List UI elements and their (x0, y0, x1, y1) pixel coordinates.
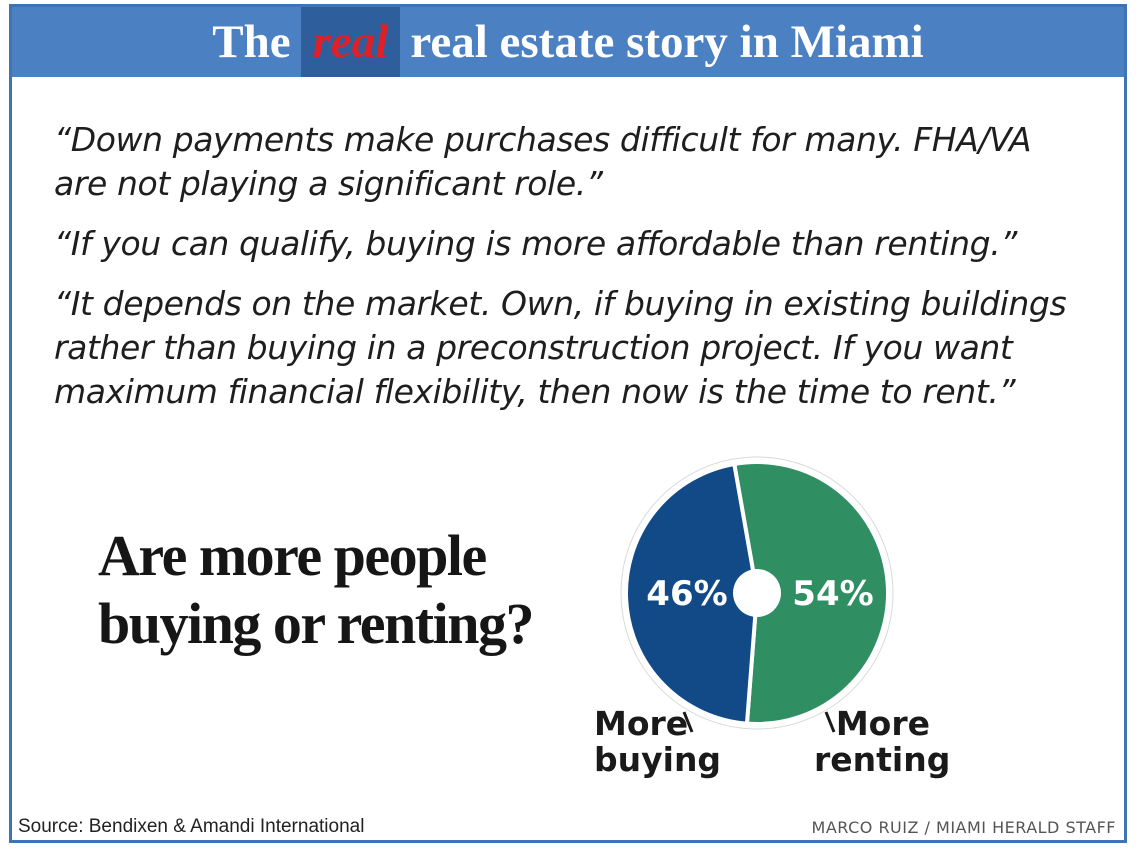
legend-label-renting: More renting (814, 704, 951, 779)
question-line-2: buying or renting? (98, 591, 534, 656)
leader-line-buying (682, 711, 694, 733)
pie-slice-buying (624, 461, 760, 726)
legend-label-buying: More buying (594, 706, 721, 778)
title-after: real estate story in Miami (410, 16, 924, 68)
legend-renting-line2: renting (814, 740, 951, 779)
quote-3: “It depends on the market. Own, if buyin… (54, 284, 1067, 411)
title-before: The (212, 16, 291, 68)
staff-credit: MARCO RUIZ / MIAMI HERALD STAFF (811, 818, 1116, 837)
quote-2: “If you can qualify, buying is more affo… (54, 224, 1017, 263)
leader-line-renting (824, 711, 836, 733)
source-note: Source: Bendixen & Amandi International (18, 816, 365, 837)
legend-buying-line2: buying (594, 740, 722, 779)
question-line-1: Are more people (98, 523, 487, 588)
chart-question: Are more people buying or renting? (98, 522, 534, 658)
title-banner: The real real estate story in Miami (12, 7, 1124, 77)
pie-center-hole (733, 569, 781, 617)
pie-slice-renting (731, 460, 890, 726)
pie-value-buying: 46% (646, 574, 727, 614)
legend-renting-line1: More (835, 704, 930, 743)
pie-value-renting: 54% (792, 574, 873, 614)
infographic-frame: The real real estate story in Miami (9, 4, 1127, 843)
legend-buying-line1: More (594, 704, 689, 743)
title-highlight: real (300, 7, 401, 77)
quote-1: “Down payments make purchases difficult … (54, 120, 1032, 203)
quotes-block: “Down payments make purchases difficult … (54, 118, 1094, 430)
